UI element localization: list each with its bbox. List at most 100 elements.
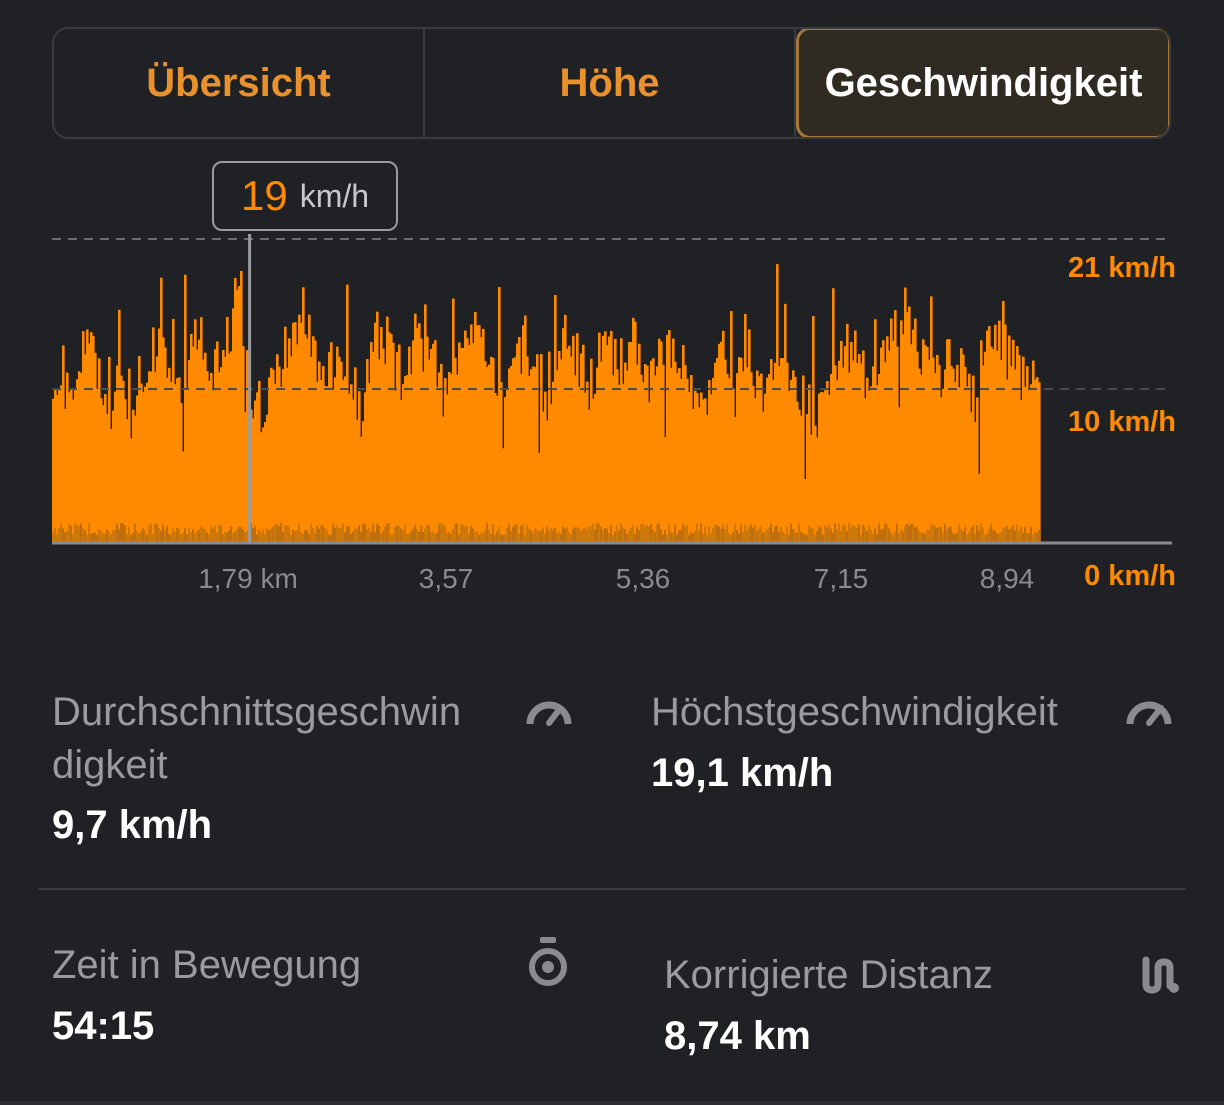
speed-bar [870, 386, 873, 543]
speed-baseline-bar [374, 532, 376, 543]
speed-baseline-bar [348, 526, 350, 543]
speed-baseline-bar [308, 533, 310, 543]
speed-baseline-bar [356, 528, 358, 543]
speed-baseline-bar [990, 524, 992, 543]
speed-baseline-bar [646, 524, 648, 543]
stat-value: 9,7 km/h [52, 803, 213, 847]
speed-baseline-bar [408, 533, 410, 543]
speed-bar [866, 377, 869, 543]
speed-bar [412, 340, 415, 543]
speed-bar [370, 342, 373, 543]
speed-baseline-bar [802, 533, 804, 543]
speed-baseline-bar [980, 523, 982, 543]
speed-baseline-bar [360, 531, 362, 543]
speed-bar [190, 333, 193, 543]
speed-baseline-bar [524, 534, 526, 543]
tab-speed[interactable]: Geschwindigkeit [796, 29, 1169, 137]
speed-baseline-bar [690, 532, 692, 543]
speed-bar [398, 344, 401, 543]
speed-baseline-bar [612, 534, 614, 543]
speed-baseline-bar [526, 524, 528, 543]
speed-bar [978, 473, 981, 543]
speed-baseline-bar [840, 531, 842, 543]
speed-baseline-bar [570, 534, 572, 543]
speed-bar [730, 311, 733, 543]
speed-bar [1000, 360, 1003, 543]
speed-baseline-bar [284, 525, 286, 543]
speed-baseline-bar [172, 528, 174, 543]
speed-baseline-bar [616, 525, 618, 543]
speed-bar [390, 333, 393, 543]
speed-baseline-bar [530, 530, 532, 543]
speed-baseline-bar [260, 532, 262, 543]
speed-bar [314, 340, 317, 543]
speed-bar [284, 326, 287, 543]
speed-baseline-bar [916, 526, 918, 543]
speed-bar [1030, 384, 1033, 543]
speed-bar [752, 385, 755, 543]
speed-bar [164, 347, 167, 543]
speed-baseline-bar [938, 527, 940, 543]
speed-baseline-bar [870, 529, 872, 543]
speed-baseline-bar [84, 530, 86, 543]
speed-baseline-bar [74, 523, 76, 543]
speed-chart[interactable]: 1,79 km 3,57 5,36 7,15 8,94 21 km/h 10 k… [0, 150, 1224, 610]
speed-baseline-bar [156, 523, 158, 543]
speed-baseline-bar [196, 531, 198, 543]
tab-overview[interactable]: Übersicht [54, 29, 425, 137]
speed-bar [880, 347, 883, 543]
speed-baseline-bar [996, 533, 998, 543]
speed-baseline-bar [1022, 532, 1024, 543]
speed-bar [172, 318, 175, 543]
speed-baseline-bar [124, 525, 126, 543]
speed-baseline-bar [748, 526, 750, 543]
speed-bar [840, 340, 843, 543]
speed-bar [156, 356, 159, 543]
speed-baseline-bar [626, 534, 628, 543]
speed-baseline-bar [278, 526, 280, 543]
speed-bar [788, 391, 791, 543]
speed-bar [466, 338, 469, 543]
speed-bar [104, 394, 107, 543]
speed-bar [670, 368, 673, 543]
speed-bar [64, 408, 67, 543]
speed-baseline-bar [930, 525, 932, 543]
speed-baseline-bar [958, 524, 960, 543]
speed-baseline-bar [590, 526, 592, 543]
speed-bar [568, 345, 571, 543]
speed-bar [60, 385, 63, 543]
speed-bar [512, 358, 515, 543]
speed-bar [448, 371, 451, 543]
speed-bar [454, 357, 457, 543]
speed-bar [290, 356, 293, 543]
speed-bar [626, 370, 629, 543]
speed-baseline-noise [52, 523, 1040, 543]
tab-elevation[interactable]: Höhe [425, 29, 796, 137]
speed-bar [496, 396, 499, 543]
speed-bar [430, 349, 433, 543]
speed-baseline-bar [126, 534, 128, 543]
speed-baseline-bar [696, 523, 698, 543]
speed-bar [56, 394, 59, 543]
speed-baseline-bar [118, 529, 120, 543]
speed-bar [1024, 386, 1027, 543]
speed-bar [782, 358, 785, 543]
speed-baseline-bar [364, 523, 366, 543]
speed-baseline-bar [154, 523, 156, 543]
speed-bar [286, 367, 289, 543]
speed-bar [100, 398, 103, 543]
speed-baseline-bar [106, 529, 108, 543]
speed-baseline-bar [238, 526, 240, 543]
speed-baseline-bar [396, 525, 398, 543]
speed-bar [360, 436, 363, 543]
speed-bar [862, 350, 865, 543]
speed-baseline-bar [882, 529, 884, 543]
speed-baseline-bar [290, 534, 292, 543]
speed-bar [94, 352, 97, 543]
speed-bar [938, 365, 941, 543]
speed-baseline-bar [342, 523, 344, 543]
speed-bar [362, 421, 365, 543]
speed-bar [422, 371, 425, 543]
speed-bar [594, 393, 597, 543]
speed-bar [932, 357, 935, 543]
